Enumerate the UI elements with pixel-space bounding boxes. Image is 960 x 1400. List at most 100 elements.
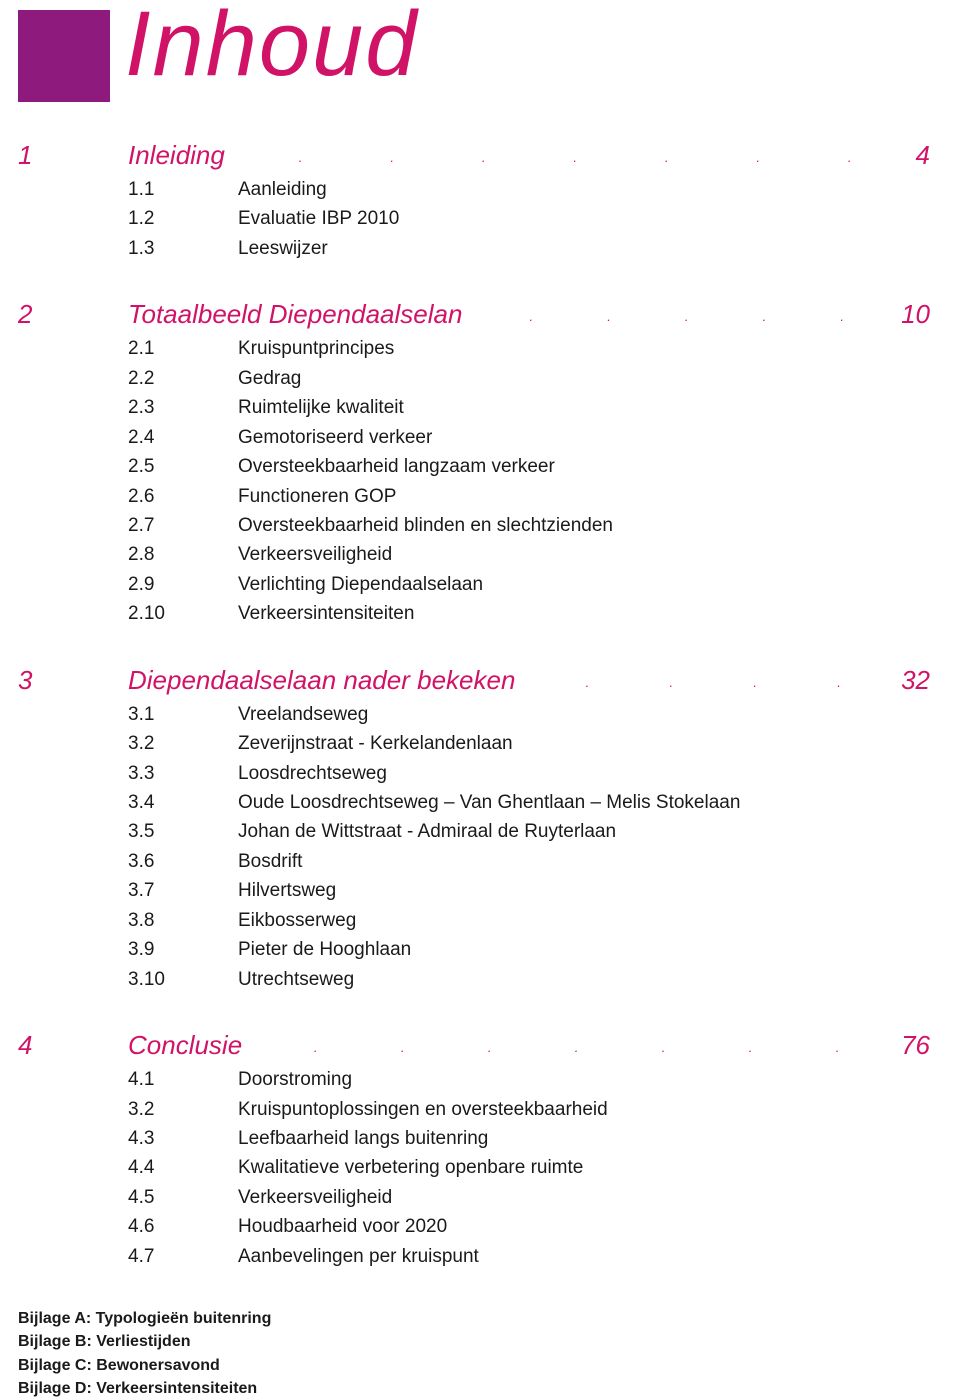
subsection-number: 2.5 [128, 452, 238, 481]
toc-section: 3Diependaalselaan nader bekeken....323.1… [18, 665, 930, 994]
subsection-number: 4.7 [128, 1242, 238, 1271]
subsection-number: 2.4 [128, 423, 238, 452]
subsection-list: 3.1Vreelandseweg3.2Zeverijnstraat - Kerk… [18, 700, 930, 994]
subsection-row: 3.5Johan de Wittstraat - Admiraal de Ruy… [18, 817, 930, 846]
subsection-number: 3.9 [128, 935, 238, 964]
subsection-number: 4.6 [128, 1212, 238, 1241]
toc-section: 4Conclusie.......764.1Doorstroming3.2Kru… [18, 1030, 930, 1271]
subsection-row: 3.3Loosdrechtseweg [18, 759, 930, 788]
appendix-row: Bijlage D: Verkeersintensiteiten [18, 1377, 930, 1400]
subsection-row: 2.9Verlichting Diependaalselaan [18, 570, 930, 599]
dot: . [665, 150, 669, 165]
page-title: Inhoud [125, 0, 418, 97]
subsection-number: 3.6 [128, 847, 238, 876]
subsection-label: Oude Loosdrechtseweg – Van Ghentlaan – M… [238, 788, 740, 817]
subsection-number: 3.1 [128, 700, 238, 729]
subsection-row: 4.3Leefbaarheid langs buitenring [18, 1124, 930, 1153]
subsection-label: Evaluatie IBP 2010 [238, 204, 399, 233]
dot: . [753, 675, 757, 690]
subsection-row: 3.2Zeverijnstraat - Kerkelandenlaan [18, 729, 930, 758]
dot: . [314, 1040, 318, 1055]
dot: . [401, 1040, 405, 1055]
subsection-row: 4.6Houdbaarheid voor 2020 [18, 1212, 930, 1241]
subsection-number: 2.7 [128, 511, 238, 540]
subsection-row: 3.2Kruispuntoplossingen en oversteekbaar… [18, 1095, 930, 1124]
subsection-row: 2.2Gedrag [18, 364, 930, 393]
subsection-label: Zeverijnstraat - Kerkelandenlaan [238, 729, 513, 758]
subsection-label: Aanleiding [238, 175, 327, 204]
appendix-row: Bijlage C: Bewonersavond [18, 1354, 930, 1377]
subsection-row: 2.7Oversteekbaarheid blinden en slechtzi… [18, 511, 930, 540]
subsection-row: 3.7Hilvertsweg [18, 876, 930, 905]
subsection-row: 2.8Verkeersveiligheid [18, 540, 930, 569]
dot: . [763, 309, 767, 324]
subsection-number: 2.10 [128, 599, 238, 628]
chapter-title: Inleiding [128, 140, 225, 171]
dot: . [575, 1040, 579, 1055]
subsection-label: Functioneren GOP [238, 482, 396, 511]
appendix-row: Bijlage A: Typologieën buitenring [18, 1307, 930, 1330]
leader-dots: .... [515, 675, 901, 690]
leader-dots: ....... [225, 150, 916, 165]
subsection-label: Kruispuntoplossingen en oversteekbaarhei… [238, 1095, 608, 1124]
subsection-label: Utrechtseweg [238, 965, 354, 994]
subsection-number: 1.2 [128, 204, 238, 233]
toc-section: 2Totaalbeeld Diependaalselan.....102.1Kr… [18, 299, 930, 628]
subsection-row: 3.4Oude Loosdrechtseweg – Van Ghentlaan … [18, 788, 930, 817]
dot: . [685, 309, 689, 324]
subsection-number: 3.2 [128, 729, 238, 758]
subsection-row: 4.1Doorstroming [18, 1065, 930, 1094]
subsection-number: 2.6 [128, 482, 238, 511]
subsection-row: 3.6Bosdrift [18, 847, 930, 876]
dot: . [840, 309, 844, 324]
subsection-label: Leeswijzer [238, 234, 328, 263]
subsection-number: 3.8 [128, 906, 238, 935]
dot: . [573, 150, 577, 165]
subsection-row: 2.4Gemotoriseerd verkeer [18, 423, 930, 452]
subsection-label: Kruispuntprincipes [238, 334, 394, 363]
subsection-number: 2.3 [128, 393, 238, 422]
subsection-label: Bosdrift [238, 847, 302, 876]
dot: . [848, 150, 852, 165]
subsection-number: 3.10 [128, 965, 238, 994]
subsection-row: 3.9Pieter de Hooghlaan [18, 935, 930, 964]
subsection-number: 4.4 [128, 1153, 238, 1182]
subsection-row: 2.10Verkeersintensiteiten [18, 599, 930, 628]
subsection-row: 3.8Eikbosserweg [18, 906, 930, 935]
subsection-label: Hilvertsweg [238, 876, 336, 905]
subsection-label: Oversteekbaarheid blinden en slechtziend… [238, 511, 613, 540]
chapter-title: Totaalbeeld Diependaalselan [128, 299, 462, 330]
page-number: 32 [901, 665, 930, 696]
subsection-number: 3.2 [128, 1095, 238, 1124]
subsection-label: Vreelandseweg [238, 700, 368, 729]
chapter-title: Conclusie [128, 1030, 242, 1061]
subsection-row: 2.1Kruispuntprincipes [18, 334, 930, 363]
dot: . [488, 1040, 492, 1055]
subsection-label: Gemotoriseerd verkeer [238, 423, 432, 452]
subsection-number: 3.5 [128, 817, 238, 846]
subsection-label: Verkeersveiligheid [238, 540, 392, 569]
subsection-number: 2.9 [128, 570, 238, 599]
subsection-number: 4.5 [128, 1183, 238, 1212]
dot: . [837, 675, 841, 690]
subsection-label: Doorstroming [238, 1065, 352, 1094]
page-number: 76 [901, 1030, 930, 1061]
subsection-list: 2.1Kruispuntprincipes2.2Gedrag2.3Ruimtel… [18, 334, 930, 628]
subsection-row: 3.10Utrechtseweg [18, 965, 930, 994]
dot: . [836, 1040, 840, 1055]
dot: . [662, 1040, 666, 1055]
page-number: 4 [916, 140, 930, 171]
chapter-number: 4 [18, 1030, 128, 1061]
dot: . [529, 309, 533, 324]
accent-square [18, 10, 110, 102]
subsection-number: 3.7 [128, 876, 238, 905]
subsection-row: 2.3Ruimtelijke kwaliteit [18, 393, 930, 422]
subsection-label: Verkeersintensiteiten [238, 599, 414, 628]
appendices-list: Bijlage A: Typologieën buitenring Bijlage… [18, 1307, 930, 1400]
dot: . [607, 309, 611, 324]
subsection-list: 4.1Doorstroming3.2Kruispuntoplossingen e… [18, 1065, 930, 1271]
dot: . [756, 150, 760, 165]
subsection-label: Gedrag [238, 364, 301, 393]
chapter-title: Diependaalselaan nader bekeken [128, 665, 515, 696]
subsection-number: 2.1 [128, 334, 238, 363]
